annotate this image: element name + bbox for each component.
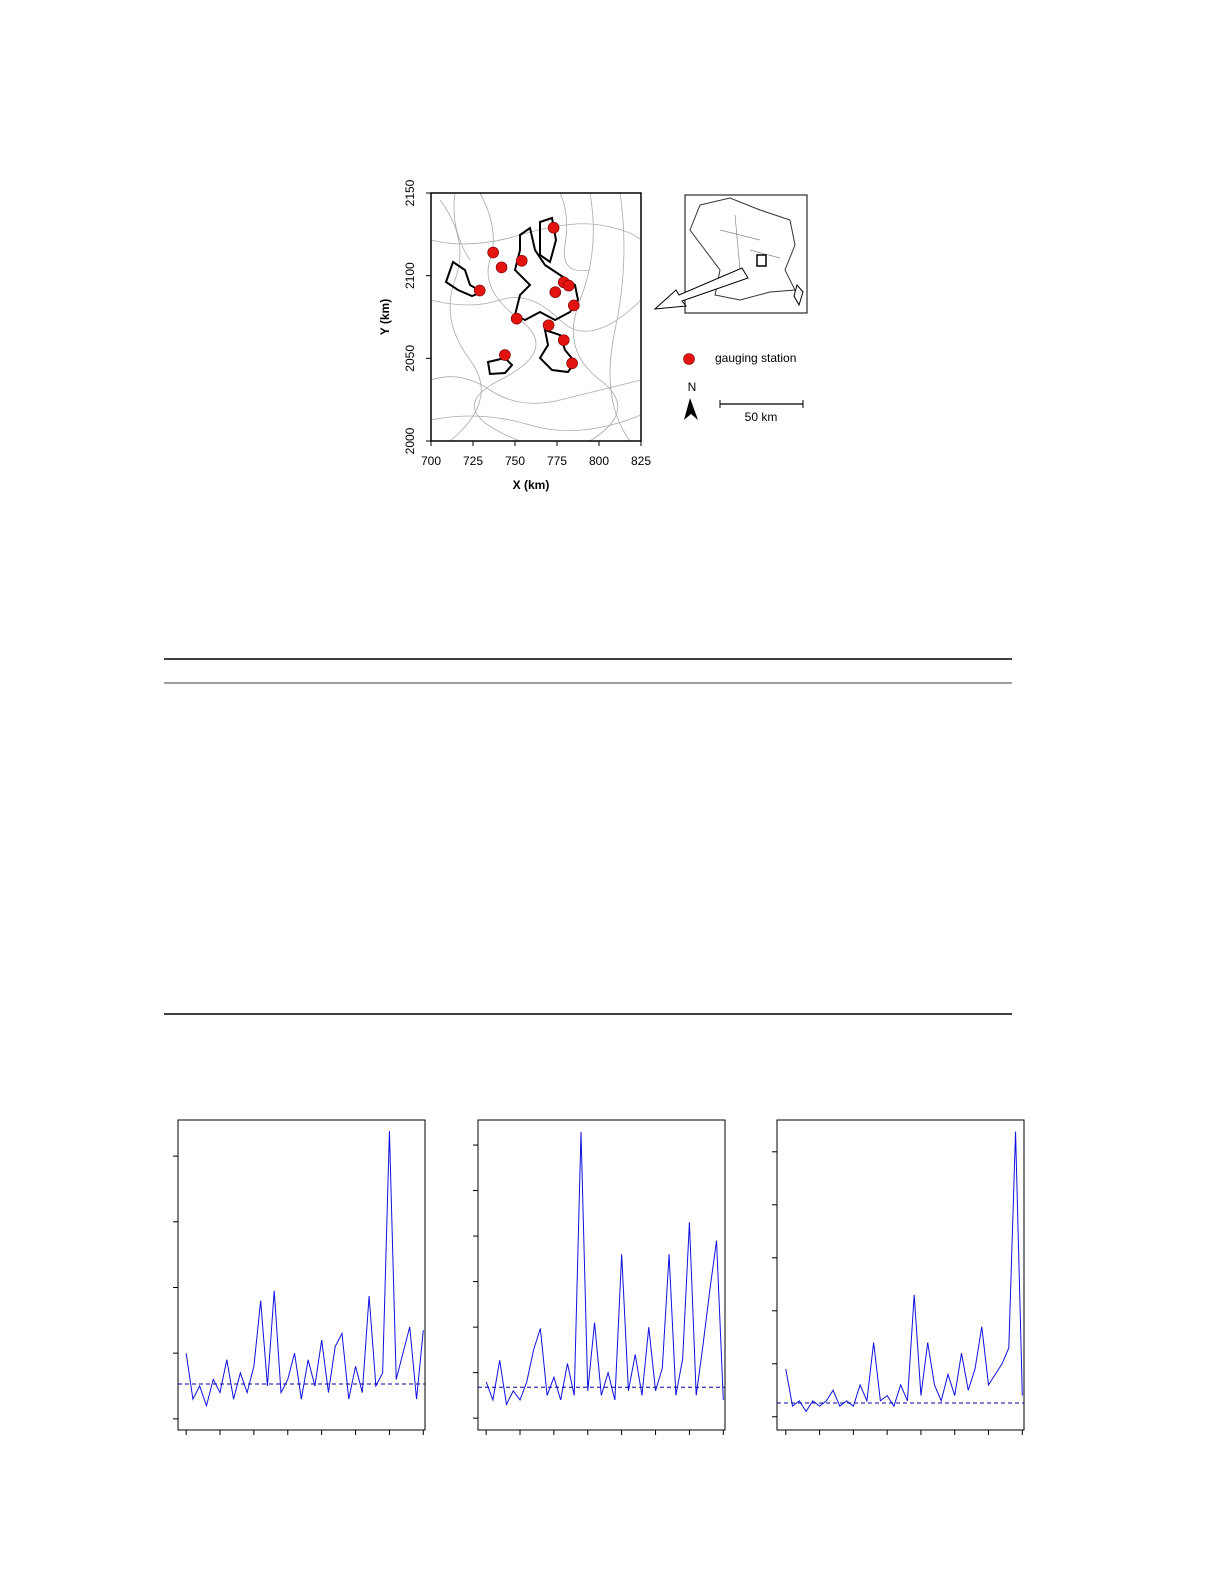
river [559,193,591,272]
y-tick-label: 2100 [403,262,417,289]
gauging-station [487,246,499,259]
x-tick-label: 775 [547,454,567,468]
river [431,414,641,432]
basin-outline [539,216,558,264]
legend-label: gauging station [715,351,796,365]
flow-series [185,1131,424,1408]
river [431,376,641,404]
gauging-station [557,334,570,346]
inset-country [689,197,796,301]
y-tick-label: 2000 [403,427,417,454]
x-tick-label: 725 [463,454,483,468]
gauging-station [566,357,578,370]
north-arrow [684,398,698,420]
inset-rivers [719,214,781,271]
gauging-station [473,284,486,297]
x-tick-label: 800 [589,454,609,468]
gauging-station [562,279,575,292]
y-axis-label: Y (km) [378,299,392,335]
basin-outline [513,226,580,322]
map-features [431,193,641,441]
x-tick-label: 825 [631,454,651,468]
flow-series [485,1131,724,1407]
scale-label: 50 km [745,410,778,424]
y-tick-label: 2050 [403,345,417,372]
gauging-station [567,299,580,312]
river [573,193,618,441]
river [431,297,641,332]
inset-arrow [653,267,749,310]
x-tick-label: 750 [505,454,525,468]
gauging-station [495,261,508,274]
map-frame [430,192,642,442]
gauging-station [515,254,528,267]
river [453,193,471,261]
gauging-station [499,349,511,361]
legend-marker [683,353,695,365]
river [473,193,537,441]
x-tick-label: 700 [421,454,441,468]
inset-island [793,283,804,307]
north-label: N [688,380,697,394]
plot-frame [776,1119,1025,1431]
flow-series [785,1131,1023,1413]
y-tick-label: 2150 [403,179,417,206]
gauging-station [549,286,562,299]
gauging-station [547,221,560,234]
river [609,193,631,441]
inset-locator [756,254,767,267]
gauging-station [542,319,555,332]
x-axis-label: X (km) [513,478,550,492]
inset-frame [684,194,808,314]
gauging-station [510,312,523,325]
river [439,199,482,441]
plot-frame [477,1119,726,1431]
plot-frame [177,1119,426,1431]
